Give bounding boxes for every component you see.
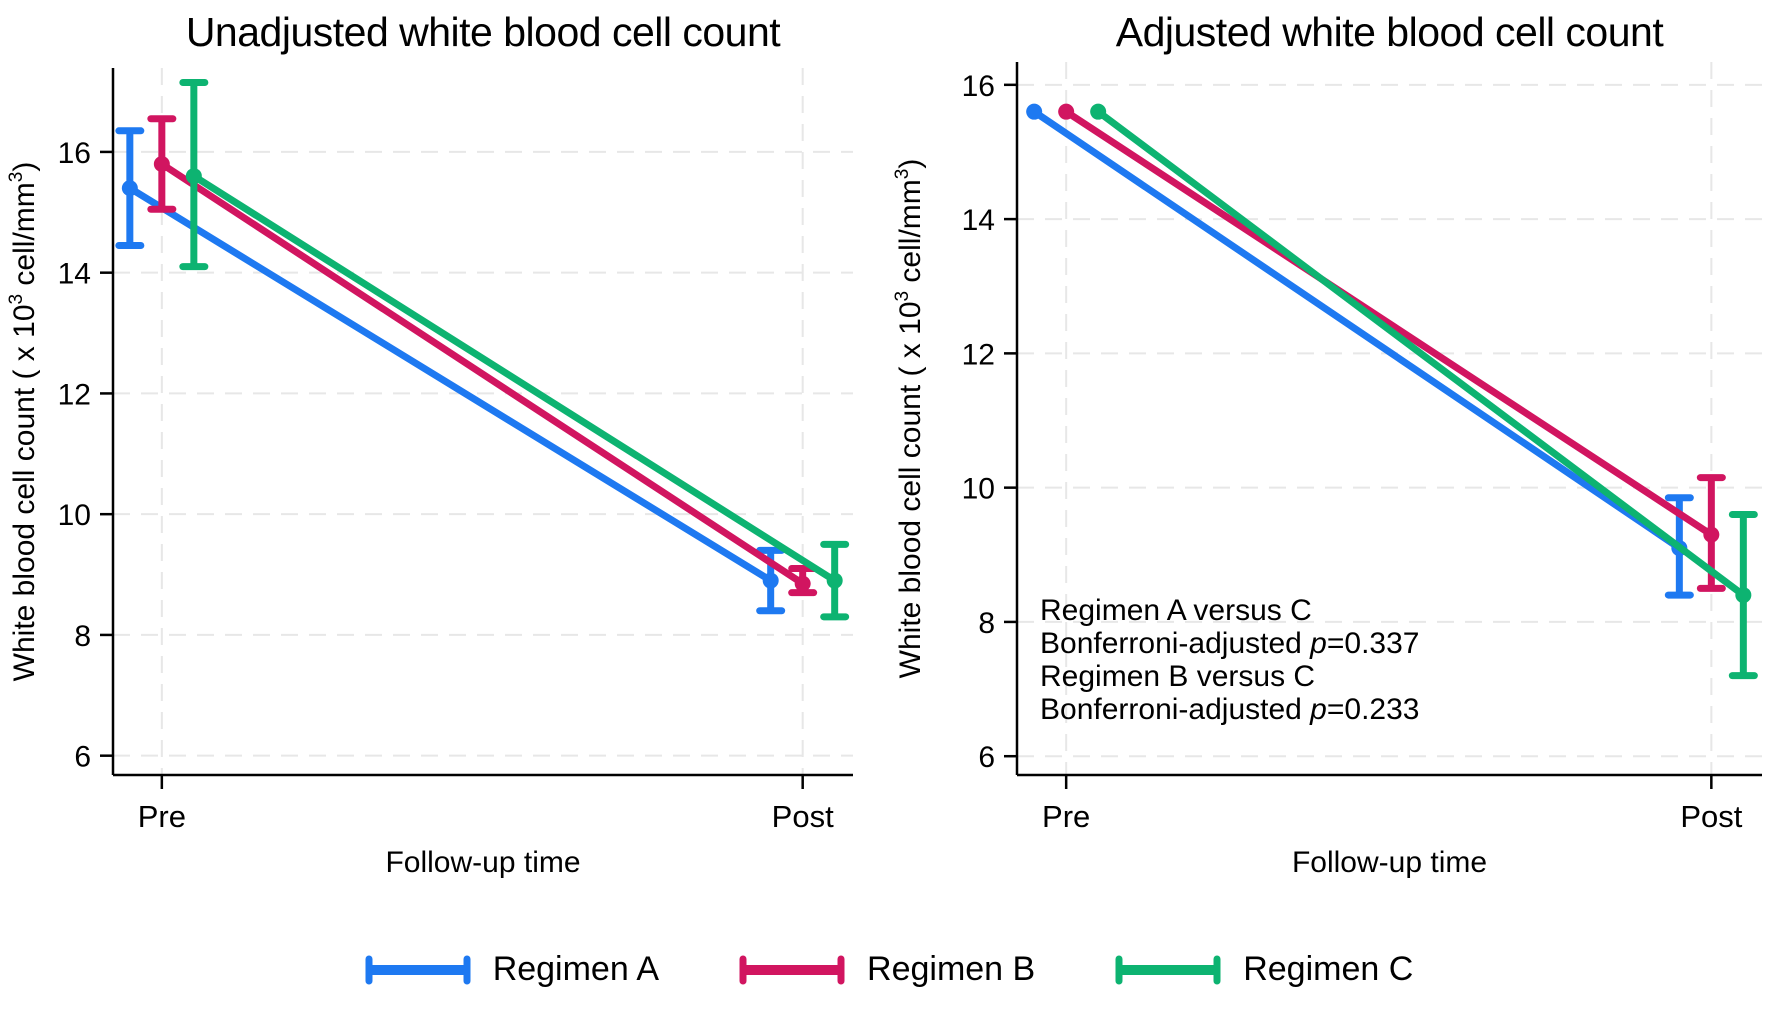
data-point-regimen-c: [1735, 587, 1752, 604]
chart-panel-unadjusted: 16 14 12 10 8 6 Pre Post Follow-up time Unadjuste…: [0, 0, 886, 900]
data-point-regimen-b: [1058, 103, 1075, 120]
x-tick-label: Post: [772, 799, 834, 834]
annotation-line: Regimen A versus C: [1040, 594, 1312, 627]
annotation-line: Bonferroni-adjusted p=0.337: [1040, 627, 1419, 660]
y-tick-label: 16: [58, 137, 91, 170]
y-tick-label: 10: [58, 499, 91, 532]
legend-item-regimen-a: Regimen A: [359, 950, 659, 989]
y-tick-label: 12: [962, 338, 995, 371]
legend-label-regimen-c: Regimen C: [1243, 950, 1414, 988]
chart-svg: 16 14 12 10 8 6 Pre Post Follow-up time Adjusted …: [892, 9, 1762, 879]
chart-title: Adjusted white blood cell count: [1116, 9, 1665, 55]
legend-label-regimen-b: Regimen B: [867, 950, 1036, 988]
series-line-regimen-a: [126, 184, 775, 585]
x-tick-label: Pre: [138, 799, 186, 834]
data-point-regimen-c: [185, 168, 202, 185]
data-point-regimen-a: [762, 572, 779, 589]
data-point-regimen-a: [121, 180, 138, 197]
chart-panel-adjusted: 16 14 12 10 8 6 Pre Post Follow-up time Adjusted …: [886, 0, 1772, 900]
y-tick-label: 8: [978, 607, 995, 640]
chart-svg: 16 14 12 10 8 6 Pre Post Follow-up time Unadjuste…: [6, 9, 853, 879]
y-axis-title: White blood cell count ( x 103​ cell/mm3…: [6, 162, 41, 682]
y-tick-label: 10: [962, 473, 995, 506]
y-tick-label: 14: [58, 258, 91, 291]
data-point-regimen-b: [1703, 526, 1720, 543]
chart-panels: 16 14 12 10 8 6 Pre Post Follow-up time Unadjuste…: [0, 0, 1772, 900]
series-line-regimen-b: [158, 160, 807, 588]
y-tick-label: 12: [58, 378, 91, 411]
annotation-line: Regimen B versus C: [1040, 660, 1315, 693]
data-point-regimen-c: [826, 572, 843, 589]
y-tick-label: 6: [978, 741, 995, 774]
y-axis-title: White blood cell count ( x 103​ cell/mm3…: [892, 159, 927, 679]
legend-key-regimen-b: [739, 955, 845, 984]
chart-title: Unadjusted white blood cell count: [186, 9, 781, 55]
data-point-regimen-c: [1090, 103, 1107, 120]
data-point-regimen-a: [1026, 103, 1043, 120]
legend: Regimen A Regimen B Regimen C: [0, 900, 1772, 1011]
y-tick-label: 16: [962, 70, 995, 103]
series-line-regimen-c: [190, 172, 839, 585]
data-point-regimen-b: [794, 575, 811, 592]
data-point-regimen-b: [153, 155, 170, 172]
legend-key-regimen-a: [365, 955, 471, 984]
x-tick-label: Pre: [1042, 799, 1090, 834]
series-line-regimen-b: [1062, 108, 1715, 539]
annotation-line: Bonferroni-adjusted p=0.233: [1040, 693, 1419, 726]
y-tick-label: 8: [74, 620, 91, 653]
x-tick-label: Post: [1680, 799, 1742, 834]
legend-item-regimen-b: Regimen B: [733, 950, 1035, 989]
legend-item-regimen-c: Regimen C: [1109, 950, 1413, 989]
y-tick-label: 14: [962, 204, 995, 237]
legend-key-regimen-c: [1115, 955, 1221, 984]
x-axis-title: Follow-up time: [1292, 846, 1487, 879]
y-tick-label: 6: [74, 741, 91, 774]
x-axis-title: Follow-up time: [385, 846, 580, 879]
series-line-regimen-c: [1094, 108, 1747, 599]
legend-label-regimen-a: Regimen A: [492, 950, 660, 988]
series-line-regimen-a: [1030, 108, 1683, 552]
